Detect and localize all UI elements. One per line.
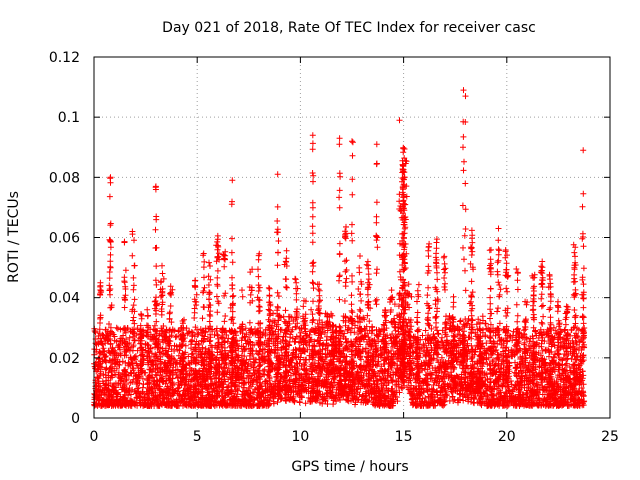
data-point [406, 304, 413, 311]
data-point [289, 335, 296, 342]
data-point [280, 313, 287, 320]
data-point [475, 316, 482, 323]
data-point [173, 333, 180, 340]
data-point [483, 396, 489, 402]
data-point [439, 327, 446, 334]
data-points [91, 87, 588, 409]
data-point [287, 331, 294, 338]
data-point [405, 281, 412, 288]
data-point [430, 355, 437, 362]
data-point [330, 401, 337, 408]
data-point [134, 325, 141, 332]
data-point [439, 334, 445, 341]
data-point [580, 381, 587, 388]
data-point [503, 344, 510, 351]
data-point [286, 320, 293, 327]
data-point [450, 398, 457, 404]
data-point [189, 350, 196, 357]
data-point [282, 307, 289, 314]
data-point [293, 324, 299, 331]
data-point [435, 330, 441, 337]
data-point [508, 381, 515, 388]
chart-title: Day 021 of 2018, Rate Of TEC Index for r… [162, 20, 536, 36]
data-point [345, 324, 352, 331]
data-point [428, 325, 435, 332]
data-point [349, 309, 356, 316]
data-point [234, 387, 241, 394]
data-point [296, 399, 303, 406]
data-point [419, 332, 426, 339]
